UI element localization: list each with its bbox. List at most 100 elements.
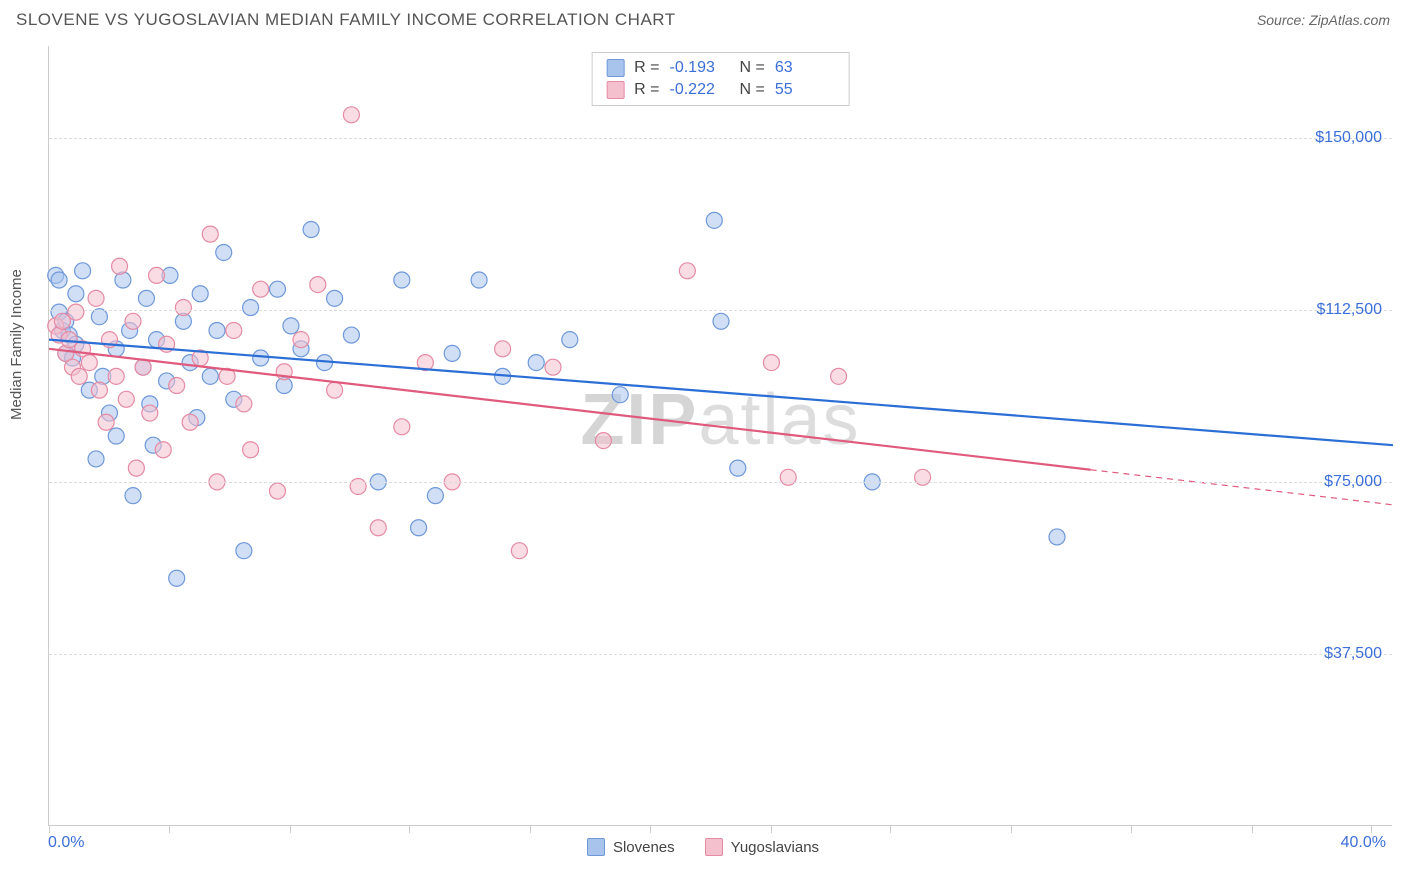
- data-point: [831, 368, 847, 384]
- data-point: [192, 286, 208, 302]
- plot-area: ZIPatlas R =-0.193N =63R =-0.222N =55 $3…: [48, 46, 1392, 826]
- data-point: [135, 359, 151, 375]
- stats-swatch: [606, 59, 624, 77]
- data-point: [370, 520, 386, 536]
- data-point: [209, 322, 225, 338]
- data-point: [169, 378, 185, 394]
- data-point: [713, 313, 729, 329]
- legend-item: Yugoslavians: [705, 838, 819, 856]
- data-point: [54, 313, 70, 329]
- data-point: [394, 272, 410, 288]
- gridline: [49, 482, 1392, 483]
- x-tick: [1131, 825, 1132, 833]
- data-point: [763, 355, 779, 371]
- stats-row: R =-0.193N =63: [606, 57, 835, 79]
- data-point: [679, 263, 695, 279]
- stats-swatch: [606, 81, 624, 99]
- stats-r-value: -0.193: [670, 59, 730, 77]
- data-point: [128, 460, 144, 476]
- trend-line: [49, 340, 1393, 446]
- data-point: [780, 469, 796, 485]
- x-tick: [169, 825, 170, 833]
- footer-legend: SlovenesYugoslavians: [0, 838, 1406, 856]
- stats-n-label: N =: [740, 81, 765, 99]
- stats-n-value: 63: [775, 59, 835, 77]
- stats-r-label: R =: [634, 81, 659, 99]
- data-point: [511, 543, 527, 559]
- data-point: [226, 322, 242, 338]
- y-tick-label: $37,500: [1324, 645, 1382, 663]
- correlation-stats-box: R =-0.193N =63R =-0.222N =55: [591, 52, 850, 106]
- data-point: [283, 318, 299, 334]
- data-point: [91, 309, 107, 325]
- data-point: [68, 304, 84, 320]
- data-point: [293, 332, 309, 348]
- y-tick-label: $75,000: [1324, 473, 1382, 491]
- data-point: [71, 368, 87, 384]
- data-point: [562, 332, 578, 348]
- data-point: [202, 226, 218, 242]
- legend-swatch: [705, 838, 723, 856]
- x-tick: [1011, 825, 1012, 833]
- stats-r-value: -0.222: [670, 81, 730, 99]
- data-point: [612, 387, 628, 403]
- data-point: [444, 345, 460, 361]
- x-tick: [49, 825, 50, 833]
- data-point: [1049, 529, 1065, 545]
- stats-n-label: N =: [740, 59, 765, 77]
- data-point: [243, 300, 259, 316]
- data-point: [411, 520, 427, 536]
- data-point: [236, 543, 252, 559]
- data-point: [427, 488, 443, 504]
- y-tick-label: $150,000: [1315, 129, 1382, 147]
- data-point: [730, 460, 746, 476]
- data-point: [253, 350, 269, 366]
- data-point: [138, 290, 154, 306]
- data-point: [202, 368, 218, 384]
- chart-title: SLOVENE VS YUGOSLAVIAN MEDIAN FAMILY INC…: [16, 10, 676, 30]
- data-point: [108, 428, 124, 444]
- data-point: [350, 478, 366, 494]
- y-axis-label: Median Family Income: [8, 269, 25, 420]
- scatter-svg: [49, 46, 1392, 825]
- data-point: [471, 272, 487, 288]
- data-point: [216, 244, 232, 260]
- x-tick: [1371, 825, 1372, 833]
- gridline: [49, 310, 1392, 311]
- stats-n-value: 55: [775, 81, 835, 99]
- data-point: [125, 488, 141, 504]
- data-point: [61, 332, 77, 348]
- legend-swatch: [587, 838, 605, 856]
- data-point: [118, 391, 134, 407]
- data-point: [68, 286, 84, 302]
- data-point: [528, 355, 544, 371]
- chart-header: SLOVENE VS YUGOSLAVIAN MEDIAN FAMILY INC…: [0, 0, 1406, 38]
- data-point: [108, 368, 124, 384]
- data-point: [706, 212, 722, 228]
- x-tick: [650, 825, 651, 833]
- data-point: [915, 469, 931, 485]
- data-point: [88, 451, 104, 467]
- gridline: [49, 138, 1392, 139]
- data-point: [303, 222, 319, 238]
- data-point: [75, 263, 91, 279]
- data-point: [149, 267, 165, 283]
- data-point: [182, 414, 198, 430]
- data-point: [175, 300, 191, 316]
- x-tick: [530, 825, 531, 833]
- legend-label: Yugoslavians: [731, 839, 819, 856]
- gridline: [49, 654, 1392, 655]
- data-point: [51, 272, 67, 288]
- data-point: [269, 281, 285, 297]
- data-point: [343, 327, 359, 343]
- x-tick: [1252, 825, 1253, 833]
- chart-source: Source: ZipAtlas.com: [1257, 12, 1390, 28]
- data-point: [394, 419, 410, 435]
- data-point: [81, 355, 97, 371]
- data-point: [142, 405, 158, 421]
- data-point: [91, 382, 107, 398]
- data-point: [112, 258, 128, 274]
- data-point: [545, 359, 561, 375]
- data-point: [269, 483, 285, 499]
- data-point: [310, 277, 326, 293]
